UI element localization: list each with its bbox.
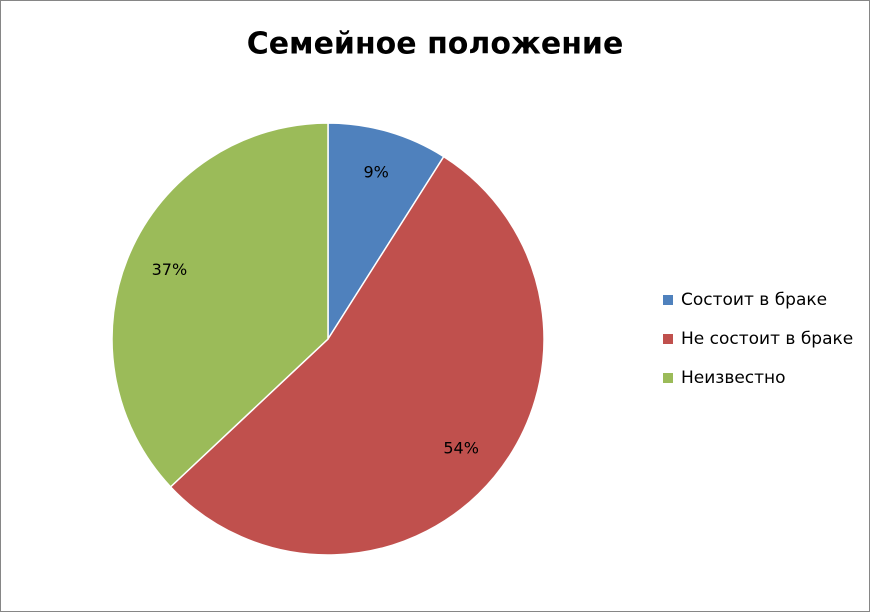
pie-slice	[327, 122, 445, 342]
legend-label: Не состоит в браке	[681, 329, 853, 349]
legend-swatch	[663, 334, 673, 344]
data-label: 9%	[364, 163, 389, 182]
legend-label: Состоит в браке	[681, 290, 827, 310]
legend-swatch	[663, 373, 673, 383]
data-label: 54%	[443, 439, 479, 458]
legend-swatch	[663, 295, 673, 305]
chart-title: Семейное положение	[247, 27, 624, 62]
pie-slice	[111, 122, 329, 488]
pie-slice	[169, 155, 545, 556]
legend-label: Неизвестно	[681, 368, 786, 388]
data-label: 37%	[152, 260, 188, 279]
